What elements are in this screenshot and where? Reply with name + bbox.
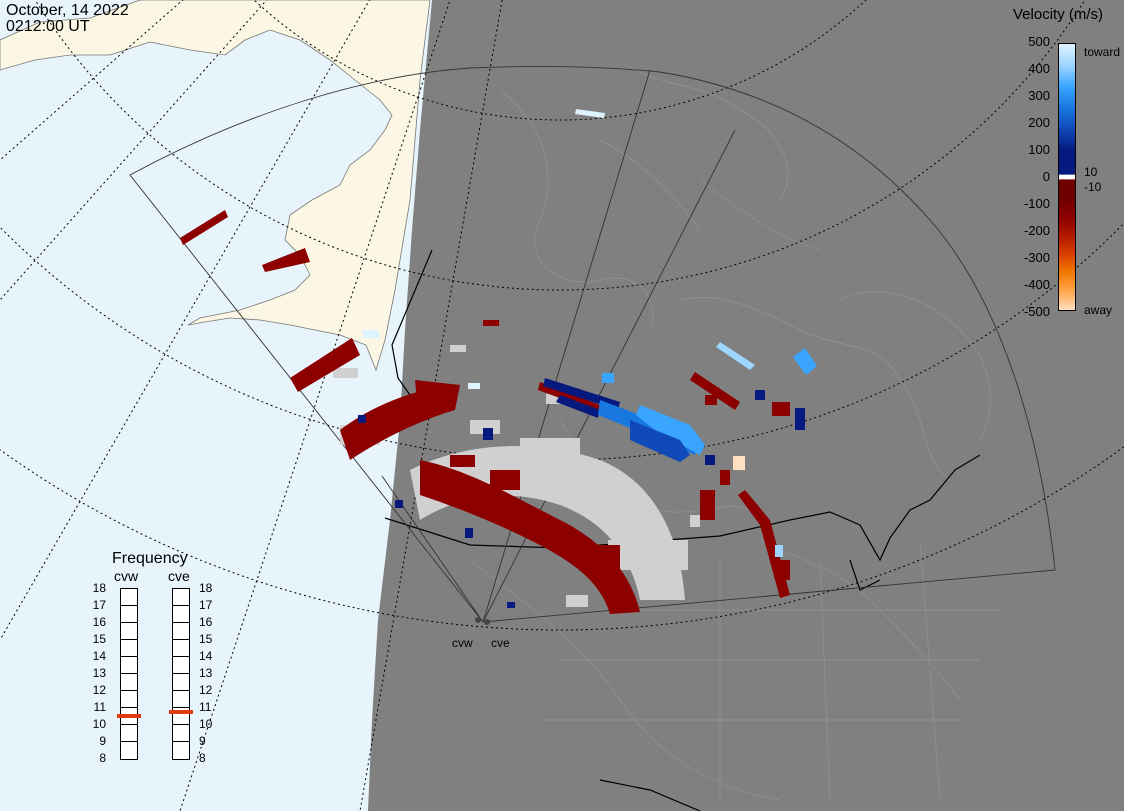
colorbar-tick: -300: [1023, 250, 1050, 265]
frequency-scale-label: 11: [199, 700, 212, 714]
colorbar-plus10-label: 10: [1084, 165, 1098, 179]
velocity-away: [180, 210, 790, 614]
site-label-cvw: cvw: [452, 636, 473, 650]
borders: [384, 249, 981, 811]
colorbar-tick: 300: [1028, 88, 1050, 103]
frequency-scale-label: 18: [92, 581, 106, 595]
frequency-marker-cvw: [117, 713, 141, 718]
frequency-scale-label: 12: [92, 683, 106, 697]
frequency-bar-cvw: [120, 588, 138, 760]
title-date: October, 14 2022: [6, 2, 129, 19]
frequency-scale-label: 16: [199, 615, 213, 629]
colorbar-tick: -400: [1023, 277, 1050, 292]
frequency-scale-label: 17: [92, 598, 106, 612]
frequency-scale-label: 16: [92, 615, 106, 629]
colorbar-tick: 500: [1028, 34, 1050, 49]
site-marker-cvw: [475, 617, 481, 623]
colorbar-tick: -100: [1023, 196, 1050, 211]
frequency-scale-label: 13: [92, 666, 106, 680]
colorbar-tick: -500: [1023, 304, 1050, 319]
frequency-scale-label: 9: [199, 734, 206, 748]
alaska-land: [0, 0, 431, 372]
title-time: 0212:00 UT: [6, 18, 90, 35]
radar-sites: [475, 617, 490, 625]
velocity-toward: [358, 109, 817, 608]
site-marker-cve: [484, 619, 490, 625]
colorbar-tick: 100: [1028, 142, 1050, 157]
frequency-marker-cve: [169, 710, 193, 715]
colorbar-toward-label: toward: [1084, 45, 1121, 59]
frequency-scale-label: 15: [92, 632, 106, 646]
frequency-scale-label: 10: [92, 717, 106, 731]
velocity-colorbar: [1058, 43, 1076, 311]
frequency-scale-label: 12: [199, 683, 213, 697]
frequency-scale-label: 8: [99, 751, 106, 765]
site-label-cve: cve: [491, 636, 510, 650]
frequency-scale-label: 10: [199, 717, 213, 731]
frequency-scale-label: 13: [199, 666, 213, 680]
colorbar-minus10-label: -10: [1084, 180, 1102, 194]
frequency-radar-cve: cve: [168, 568, 190, 584]
colorbar-tick: 0: [1042, 169, 1050, 184]
frequency-scale-label: 15: [199, 632, 213, 646]
frequency-scale-label: 14: [92, 649, 106, 663]
colorbar-tick: 200: [1028, 115, 1050, 130]
frequency-radar-cvw: cvw: [114, 568, 139, 584]
colorbar-title: Velocity (m/s): [1013, 6, 1104, 23]
colorbar-away-label: away: [1084, 303, 1113, 317]
frequency-scale-label: 9: [99, 734, 106, 748]
frequency-scale-label: 8: [199, 751, 206, 765]
frequency-scale-label: 11: [93, 700, 106, 714]
frequency-title: Frequency: [112, 550, 188, 567]
frequency-scale-label: 14: [199, 649, 213, 663]
frequency-bar-cve: [172, 588, 190, 760]
colorbar-tick: -200: [1023, 223, 1050, 238]
night-region: [368, 0, 1124, 811]
frequency-scale-label: 17: [199, 598, 213, 612]
colorbar-tick: 400: [1028, 61, 1050, 76]
frequency-scale-label: 18: [199, 581, 213, 595]
